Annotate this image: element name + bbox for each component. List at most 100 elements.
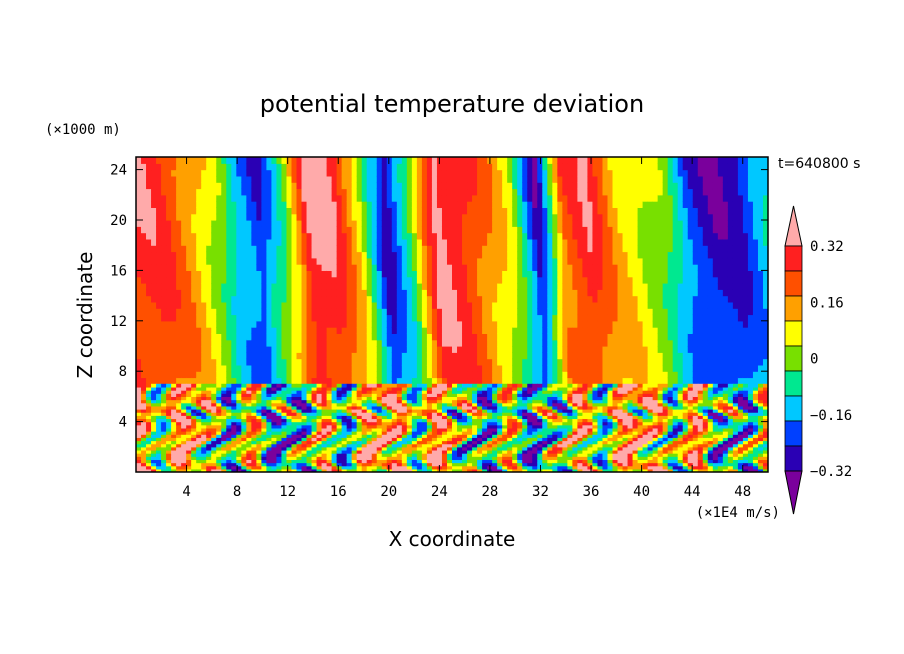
field-cell [186,352,192,360]
field-cell [612,245,619,253]
field-cell [366,157,373,164]
field-cell [737,364,744,372]
field-cell [386,220,393,227]
field-cell [346,295,353,303]
field-cell [196,213,202,221]
field-cell [677,157,684,164]
field-cell [622,257,629,265]
field-cell [196,175,202,183]
field-cell [522,270,528,278]
field-cell [597,169,604,177]
field-cell [647,194,654,202]
field-cell [497,188,503,196]
field-cell [431,175,438,183]
field-cell [507,352,513,360]
field-cell [732,163,739,171]
field-cell [607,194,614,202]
field-cell [166,188,172,196]
field-cell [206,220,212,227]
field-cell [356,314,363,322]
field-cell [181,188,187,196]
field-cell [592,320,599,328]
field-cell [697,327,704,334]
field-cell [186,405,192,410]
field-cell [482,358,488,366]
field-cell [446,232,453,240]
field-cell [527,314,533,322]
field-cell [562,320,568,328]
field-cell [416,169,423,177]
field-cell [717,377,724,385]
field-cell [196,402,202,407]
field-cell [742,295,749,303]
field-cell [557,188,563,196]
field-cell [421,352,428,360]
field-cell [236,358,242,366]
field-cell [512,226,518,234]
field-cell [697,157,704,164]
field-cell [171,462,177,467]
field-cell [176,157,182,164]
field-cell [166,339,172,347]
field-cell [191,405,197,410]
field-cell [477,270,483,278]
field-cell [497,226,503,234]
field-cell [146,226,152,234]
field-cell [622,301,629,309]
field-cell [386,346,393,353]
field-cell [331,333,338,341]
field-cell [702,238,709,246]
field-cell [251,283,257,290]
field-cell [231,371,237,379]
field-cell [592,232,599,240]
field-cell [717,264,724,271]
field-cell [652,339,659,347]
field-cell [707,276,714,284]
field-cell [401,245,408,253]
field-cell [136,427,142,432]
field-cell [452,289,458,297]
field-cell [421,276,428,284]
field-cell [381,226,388,234]
field-cell [171,232,177,240]
field-cell [426,226,433,234]
field-cell [281,320,288,328]
field-cell [617,213,624,221]
field-cell [441,175,448,183]
field-cell [196,301,202,309]
field-cell [236,371,242,379]
field-cell [161,163,167,171]
field-cell [452,327,458,334]
field-cell [171,352,177,360]
field-cell [542,232,548,240]
field-cell [371,213,378,221]
field-cell [161,386,167,391]
field-cell [401,270,408,278]
field-cell [136,421,142,426]
field-cell [366,175,373,183]
field-cell [326,289,333,297]
field-cell [136,238,142,246]
field-cell [316,314,323,322]
field-cell [462,163,468,171]
field-cell [316,346,323,353]
field-cell [266,226,273,234]
field-cell [436,352,443,360]
field-cell [351,364,358,372]
field-cell [627,371,634,379]
field-cell [752,201,759,208]
field-cell [622,232,629,240]
field-cell [176,308,182,316]
field-cell [707,232,714,240]
field-cell [527,188,533,196]
field-cell [717,226,724,234]
field-cell [186,320,192,328]
field-cell [281,194,288,202]
field-cell [181,276,187,284]
field-cell [667,314,674,322]
field-cell [351,270,358,278]
field-cell [547,226,553,234]
field-cell [717,194,724,202]
field-cell [286,194,293,202]
field-cell [176,465,182,470]
